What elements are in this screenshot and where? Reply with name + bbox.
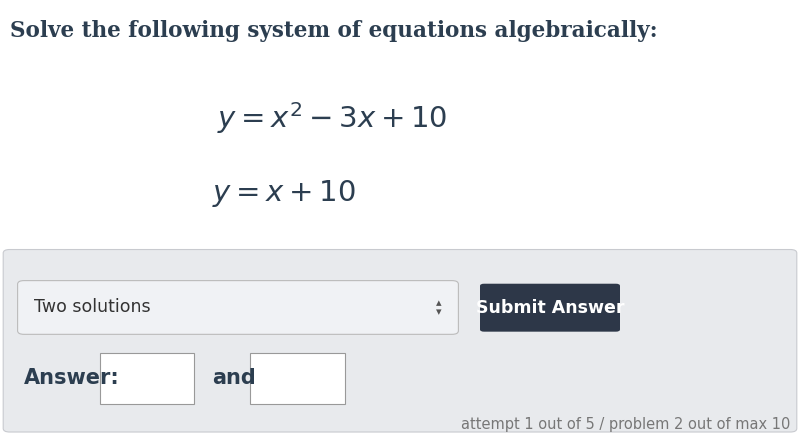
FancyBboxPatch shape bbox=[100, 353, 194, 404]
Text: Two solutions: Two solutions bbox=[34, 298, 150, 317]
Text: attempt 1 out of 5 / problem 2 out of max 10: attempt 1 out of 5 / problem 2 out of ma… bbox=[461, 416, 790, 432]
Text: Solve the following system of equations algebraically:: Solve the following system of equations … bbox=[10, 20, 658, 42]
FancyBboxPatch shape bbox=[250, 353, 345, 404]
Text: Submit Answer: Submit Answer bbox=[476, 299, 624, 317]
Text: $y = x^2 - 3x + 10$: $y = x^2 - 3x + 10$ bbox=[217, 100, 447, 135]
Text: ▴
▾: ▴ ▾ bbox=[435, 298, 442, 317]
FancyBboxPatch shape bbox=[3, 250, 797, 432]
FancyBboxPatch shape bbox=[18, 281, 458, 334]
Text: Answer:: Answer: bbox=[24, 368, 120, 388]
Text: and: and bbox=[212, 368, 256, 388]
Text: $y = x + 10$: $y = x + 10$ bbox=[212, 178, 356, 209]
FancyBboxPatch shape bbox=[480, 284, 620, 332]
